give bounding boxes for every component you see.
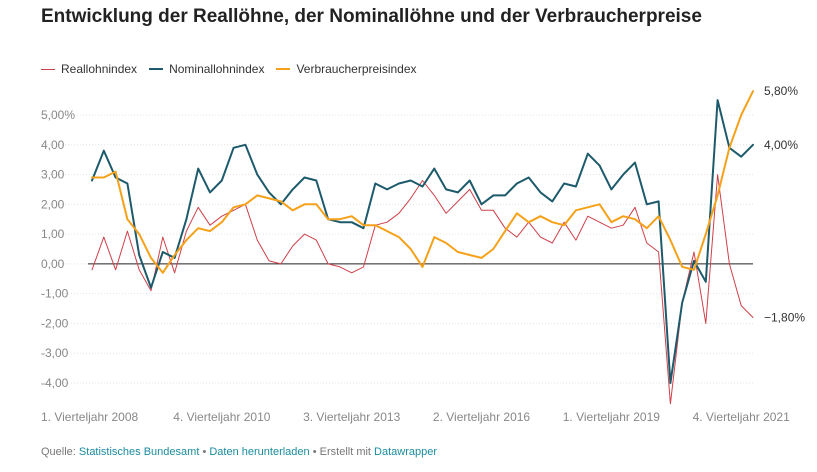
y-tick-label: -2,00 [41, 316, 69, 330]
legend-label-nominallohnindex: Nominallohnindex [169, 62, 265, 76]
legend-label-verbraucherpreisindex: Verbraucherpreisindex [296, 62, 417, 76]
source-separator: • [312, 446, 317, 458]
created-with-text: Erstellt mit [319, 446, 371, 458]
legend-swatch-nominallohnindex [149, 68, 164, 70]
line-chart: 5,00% 4,00 3,00 2,00 1,00 0,00 -1,00 -2,00 -3,00… [41, 84, 805, 424]
y-tick-label: 4,00 [41, 138, 65, 152]
y-tick-label: -4,00 [41, 376, 69, 390]
series-line-nominallohnindex [91, 99, 754, 384]
source-separator: • [202, 446, 207, 458]
end-label-verbraucherpreisindex: 5,80% [764, 84, 798, 98]
datawrapper-link[interactable]: Datawrapper [374, 446, 438, 458]
x-tick-label: 3. Vierteljahr 2013 [303, 410, 401, 424]
source-footer: Quelle: Statistisches Bundesamt • Daten … [41, 446, 437, 458]
series-line-reallohnindex [91, 174, 754, 405]
legend-label-reallohnindex: Reallohnindex [61, 62, 138, 76]
chart-title: Entwicklung der Reallöhne, der Nominallö… [41, 6, 702, 27]
x-tick-label: 4. Vierteljahr 2010 [173, 410, 271, 424]
y-tick-label: 2,00 [41, 197, 65, 211]
y-tick-label: 1,00 [41, 227, 65, 241]
series-line-verbraucherpreisindex [91, 90, 754, 274]
y-tick-label: 3,00 [41, 168, 65, 182]
x-tick-label: 4. Vierteljahr 2021 [693, 410, 791, 424]
y-tick-label: 0,00 [41, 257, 65, 271]
legend-item-reallohnindex: Reallohnindex [41, 62, 137, 76]
x-tick-label: 2. Vierteljahr 2016 [433, 410, 531, 424]
y-tick-label: 5,00% [41, 108, 75, 122]
source-prefix: Quelle: [41, 446, 76, 458]
end-label-nominallohnindex: 4,00% [764, 138, 798, 152]
end-label-reallohnindex: −1,80% [764, 310, 805, 324]
source-link[interactable]: Statistisches Bundesamt [78, 446, 200, 458]
legend-item-nominallohnindex: Nominallohnindex [149, 62, 264, 76]
series-layer [91, 90, 754, 405]
grid-layer [41, 114, 753, 384]
y-tick-label: -1,00 [41, 287, 69, 301]
y-tick-label: -3,00 [41, 346, 69, 360]
legend-swatch-reallohnindex [41, 68, 55, 70]
label-layer: 5,00% 4,00 3,00 2,00 1,00 0,00 -1,00 -2,00 -3,00… [41, 84, 805, 424]
download-data-link[interactable]: Daten herunterladen [209, 446, 310, 458]
x-tick-label: 1. Vierteljahr 2008 [41, 410, 139, 424]
chart-legend: Reallohnindex Nominallohnindex Verbrauch… [41, 61, 429, 77]
legend-item-verbraucherpreisindex: Verbraucherpreisindex [276, 62, 417, 76]
x-tick-label: 1. Vierteljahr 2019 [563, 410, 661, 424]
legend-swatch-verbraucherpreisindex [276, 68, 291, 70]
